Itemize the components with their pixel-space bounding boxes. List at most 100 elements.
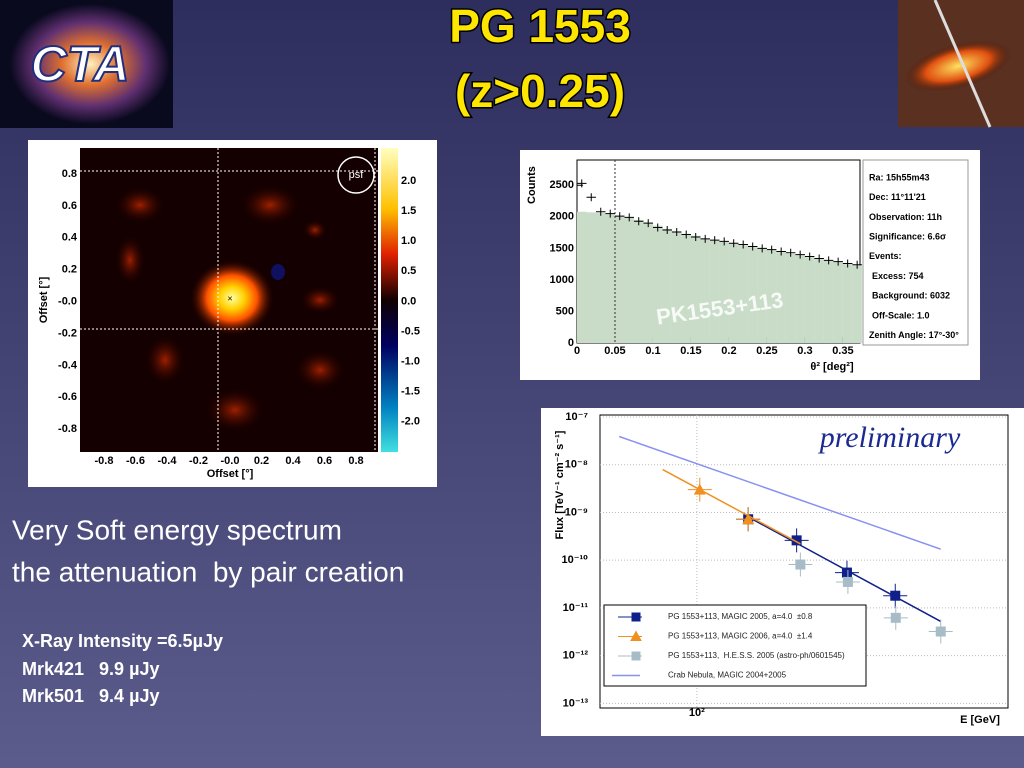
on-point	[728, 239, 739, 248]
off-bar	[614, 215, 625, 343]
on-point	[823, 256, 834, 265]
legend-label: PG 1553+113, H.E.S.S. 2005 (astro-ph/060…	[668, 651, 845, 660]
off-bar	[766, 250, 777, 343]
on-point	[757, 244, 767, 253]
x-tick-label: 0.35	[832, 345, 853, 357]
x-tick-label: 0.2	[721, 345, 736, 357]
off-bar	[852, 265, 862, 343]
y-tick-label: 2500	[550, 179, 574, 191]
off-bar	[586, 212, 596, 343]
on-point	[700, 234, 710, 243]
off-bar	[833, 262, 843, 343]
data-point	[795, 559, 806, 570]
x-tick-label: 0.25	[756, 345, 777, 357]
info-line: Zenith Angle: 17°-30°	[869, 330, 959, 340]
info-line: Dec: 11°11'21	[869, 192, 926, 202]
off-bar	[624, 217, 634, 343]
on-point	[681, 230, 691, 239]
psf-label: psf	[349, 169, 365, 181]
on-point	[671, 227, 682, 236]
on-point	[852, 260, 862, 269]
off-bar	[605, 214, 615, 343]
info-line: Background: 6032	[872, 291, 950, 301]
on-point	[709, 236, 720, 245]
info-line: Ra: 15h55m43	[869, 172, 930, 182]
data-point	[693, 483, 706, 495]
off-bar	[709, 240, 720, 343]
colorbar-tick-label: 1.0	[401, 235, 416, 247]
off-bar	[700, 238, 710, 343]
x-tick-label: -0.6	[126, 455, 145, 467]
off-bar	[814, 259, 824, 343]
off-bar	[785, 254, 796, 343]
y-tick-label: -0.4	[58, 359, 78, 371]
y-tick-label: 0.4	[62, 232, 78, 244]
off-bar	[776, 252, 786, 343]
logo-text: CTA	[30, 36, 129, 92]
legend-label: Crab Nebula, MAGIC 2004+2005	[668, 671, 787, 680]
off-bar	[757, 248, 767, 343]
on-point	[605, 209, 615, 218]
accretion-disk	[904, 40, 1012, 92]
legend-label: PG 1553+113, MAGIC 2006, a=4.0 ±1.4	[668, 632, 813, 641]
y-axis-label: Counts	[526, 166, 538, 204]
data-point	[742, 513, 755, 525]
body-text: Very Soft energy spectrum	[12, 514, 342, 545]
data-point	[890, 590, 901, 601]
on-point	[662, 226, 672, 235]
on-point	[595, 207, 606, 216]
colorbar-tick-label: -0.5	[401, 325, 420, 337]
legend-label: PG 1553+113, MAGIC 2005, a=4.0 ±0.8	[668, 612, 813, 621]
off-bar	[747, 247, 758, 343]
off-bar	[842, 264, 853, 343]
x-tick-label: 0	[574, 345, 580, 357]
off-bar	[577, 211, 587, 343]
info-line: Observation: 11h	[869, 212, 942, 222]
y-tick-label: 1500	[550, 242, 574, 254]
x-tick-label: -0.4	[158, 455, 178, 467]
off-bar	[719, 242, 729, 343]
skymap-emission	[115, 185, 345, 432]
on-point	[738, 240, 748, 249]
off-bar	[681, 233, 691, 343]
y-tick-label: 10⁻¹²	[563, 650, 589, 662]
x-tick-label: 0.15	[680, 345, 701, 357]
intensity-text: Mrk501 9.4 µJy	[22, 686, 159, 706]
y-axis-label: Flux [TeV⁻¹ cm⁻² s⁻¹]	[554, 430, 566, 539]
y-tick-label: 10⁻¹¹	[563, 602, 589, 614]
y-tick-label: 10⁻⁷	[565, 411, 588, 423]
info-line: Off-Scale: 1.0	[872, 310, 930, 320]
info-box	[862, 159, 969, 346]
y-tick-label: 0.6	[62, 200, 77, 212]
y-tick-label: 10⁻¹⁰	[561, 554, 588, 566]
preliminary-label: preliminary	[818, 421, 961, 454]
y-tick-label: 1000	[550, 274, 574, 286]
colorbar-tick-label: -1.0	[401, 356, 420, 368]
on-point	[833, 257, 843, 266]
x-tick-label: 0.6	[317, 455, 332, 467]
y-tick-label: 0	[568, 337, 574, 349]
x-tick-label: 0.4	[285, 455, 301, 467]
colorbar-tick-label: -1.5	[401, 386, 420, 398]
x-axis-label: θ² [deg²]	[810, 361, 854, 373]
intensity-text: X-Ray Intensity =6.5µJy	[22, 631, 223, 651]
off-bar	[795, 255, 805, 343]
nebula	[10, 4, 170, 124]
source-marker: ×	[227, 293, 232, 303]
on-point	[842, 259, 853, 268]
colorbar-tick-label: 1.5	[401, 205, 416, 217]
on-point	[624, 213, 634, 222]
x-tick-label: -0.2	[189, 455, 208, 467]
on-point	[795, 250, 805, 259]
x-tick-label: 10²	[689, 707, 705, 719]
on-point	[785, 248, 796, 257]
off-bar	[804, 257, 815, 343]
y-axis-label: Offset [°]	[38, 276, 50, 323]
y-tick-label: 500	[556, 305, 574, 317]
y-tick-label: 2000	[550, 211, 574, 223]
off-bar	[738, 245, 748, 343]
y-tick-label: 10⁻⁸	[565, 459, 588, 471]
data-point	[841, 567, 852, 578]
